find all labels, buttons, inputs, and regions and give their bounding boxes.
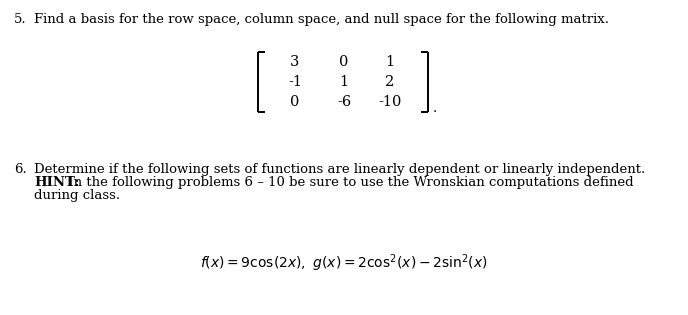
Text: -6: -6 [337, 95, 351, 109]
Text: 5.: 5. [14, 13, 27, 26]
Text: .: . [433, 101, 438, 114]
Text: 0: 0 [339, 55, 349, 69]
Text: HINT:: HINT: [34, 176, 79, 189]
Text: 2: 2 [385, 75, 395, 89]
Text: $f(x) = 9\mathrm{cos}(2x),\ g(x) = 2\mathrm{cos}^2(x) - 2\mathrm{sin}^2(x)$: $f(x) = 9\mathrm{cos}(2x),\ g(x) = 2\mat… [200, 252, 488, 274]
Text: 3: 3 [290, 55, 300, 69]
Text: during class.: during class. [34, 189, 120, 202]
Text: -10: -10 [378, 95, 402, 109]
Text: Determine if the following sets of functions are linearly dependent or linearly : Determine if the following sets of funct… [34, 163, 645, 176]
Text: 0: 0 [290, 95, 300, 109]
Text: In the following problems 6 – 10 be sure to use the Wronskian computations defin: In the following problems 6 – 10 be sure… [64, 176, 634, 189]
Text: -1: -1 [288, 75, 302, 89]
Text: 6.: 6. [14, 163, 27, 176]
Text: 1: 1 [385, 55, 394, 69]
Text: 1: 1 [339, 75, 349, 89]
Text: Find a basis for the row space, column space, and null space for the following m: Find a basis for the row space, column s… [34, 13, 609, 26]
